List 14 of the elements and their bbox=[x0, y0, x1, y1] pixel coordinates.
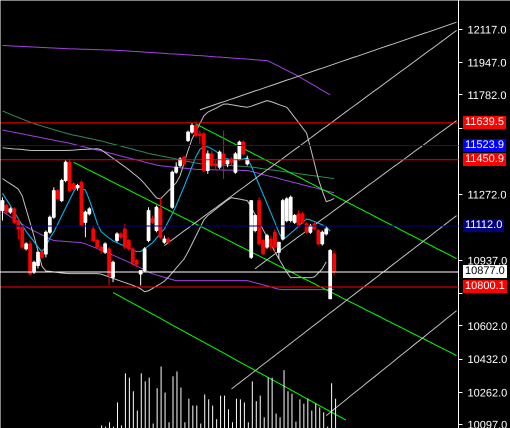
ref-line-label: 10877.0 bbox=[463, 265, 507, 278]
ref-line-label: 11639.5 bbox=[463, 116, 506, 129]
y-tick-label: 10262.0 bbox=[468, 387, 508, 400]
y-tick-label: 11782.0 bbox=[468, 90, 506, 102]
ref-line-label: 11112.0 bbox=[463, 219, 504, 232]
y-tick-label: 10602.0 bbox=[468, 320, 508, 333]
y-tick-label: 10432.0 bbox=[468, 354, 508, 366]
y-tick-label: 12117.0 bbox=[468, 24, 506, 36]
y-tick-label: 11947.0 bbox=[468, 58, 506, 70]
ref-line-label: 11450.9 bbox=[463, 152, 506, 166]
ref-line-label: 10800.1 bbox=[463, 280, 507, 294]
y-tick-label: 11272.0 bbox=[468, 190, 506, 202]
ref-line-label: 11523.9 bbox=[463, 138, 506, 152]
y-tick-label: 10937.0 bbox=[468, 255, 508, 268]
